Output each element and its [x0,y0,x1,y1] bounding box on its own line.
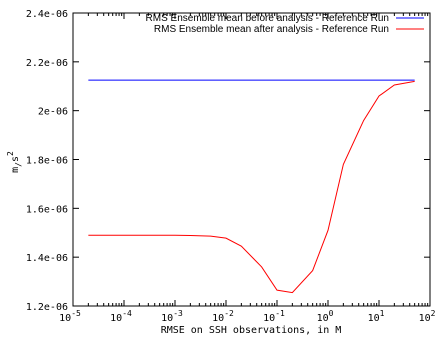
series-line-1 [88,80,415,294]
x-tick-label: 100 [317,309,334,324]
series-lines [88,79,415,294]
legend: RMS Ensemble mean before analysis - Refe… [146,13,424,35]
x-tick-label: 102 [419,309,436,324]
x-tick-label: 10-1 [263,309,285,324]
y-tick-label: 1.2e-06 [26,302,68,313]
y-tick-label: 2.4e-06 [26,9,68,20]
legend-label-before: RMS Ensemble mean before analysis - Refe… [146,13,389,24]
x-tick-label: 10-4 [110,309,132,324]
y-tick-label: 1.8e-06 [26,156,68,167]
tick-marks [72,12,431,307]
y-tick-label: 1.6e-06 [26,204,68,215]
x-tick-label: 10-3 [161,309,183,324]
x-tick-label: 101 [368,309,385,324]
x-tick-labels: 10-5 10-4 10-3 10-2 10-1 100 101 102 [59,309,435,324]
legend-label-after: RMS Ensemble mean after analysis - Refer… [154,24,389,35]
y-tick-labels: 1.2e-06 1.4e-06 1.6e-06 1.8e-06 2e-06 2.2e-06… [26,9,68,313]
y-tick-label: 1.4e-06 [26,253,68,264]
plot-frame [72,12,431,307]
x-axis-title: RMSE on SSH observations, in M [161,325,342,336]
y-tick-label: 2e-06 [38,107,68,118]
x-tick-label: 10-5 [59,309,81,324]
y-axis-title: m/s2 [6,151,23,173]
y-tick-label: 2.2e-06 [26,58,68,69]
x-tick-label: 10-2 [212,309,234,324]
